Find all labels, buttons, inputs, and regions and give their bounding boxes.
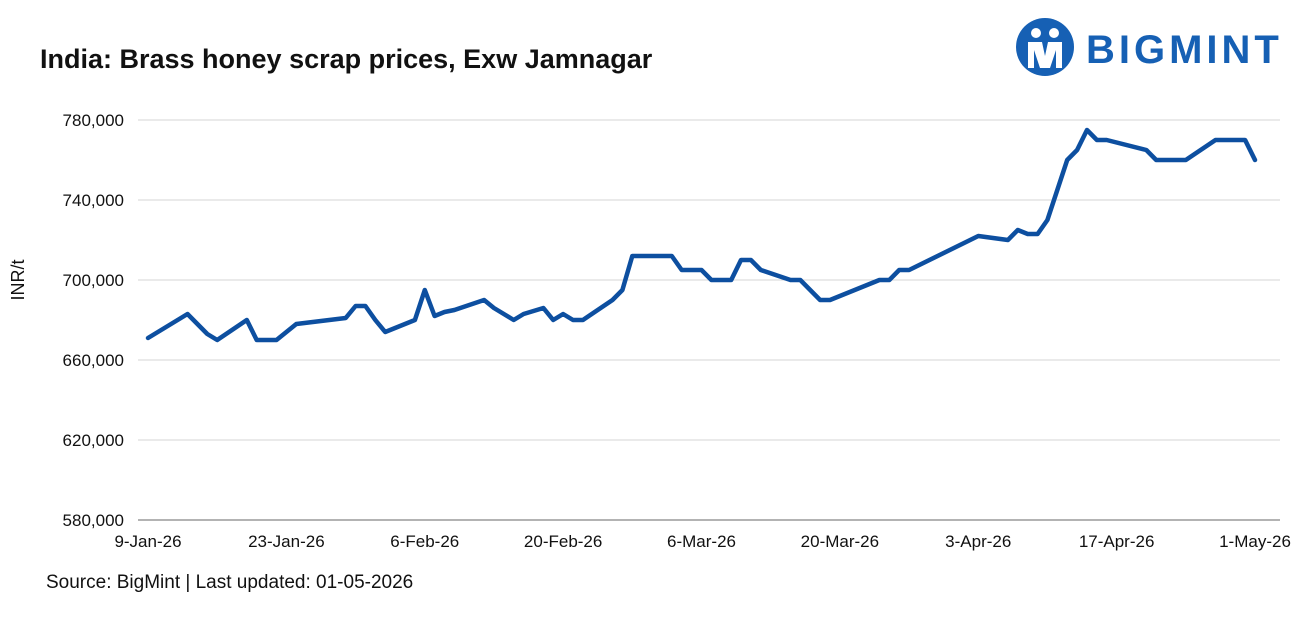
- y-tick-label: 780,000: [63, 111, 124, 130]
- grid-lines: [138, 119, 1280, 521]
- x-tick-label: 3-Apr-26: [945, 532, 1011, 551]
- bigmint-logo: BIGMINT: [1014, 16, 1296, 78]
- bigmint-logo-icon: [1016, 18, 1074, 76]
- x-tick-label: 23-Jan-26: [248, 532, 325, 551]
- x-tick-label: 20-Mar-26: [801, 532, 879, 551]
- x-tick-label: 17-Apr-26: [1079, 532, 1155, 551]
- x-tick-label: 20-Feb-26: [524, 532, 602, 551]
- x-tick-label: 6-Mar-26: [667, 532, 736, 551]
- y-axis-label: INR/t: [8, 259, 28, 300]
- x-tick-label: 6-Feb-26: [390, 532, 459, 551]
- y-tick-label: 740,000: [63, 191, 124, 210]
- source-note: Source: BigMint | Last updated: 01-05-20…: [46, 572, 414, 593]
- y-tick-label: 580,000: [63, 511, 124, 530]
- x-tick-label: 1-May-26: [1219, 532, 1291, 551]
- bigmint-logo-text: BIGMINT: [1086, 28, 1283, 72]
- y-tick-label: 700,000: [63, 271, 124, 290]
- chart-title: India: Brass honey scrap prices, Exw Jam…: [40, 44, 653, 74]
- x-axis: 9-Jan-26 23-Jan-26 6-Feb-26 20-Feb-26 6-Mar-…: [114, 532, 1290, 551]
- series-line: [145, 127, 1258, 343]
- y-axis: 580,000 620,000 660,000 700,000 740,000 780,0…: [63, 111, 124, 530]
- y-tick-label: 660,000: [63, 351, 124, 370]
- x-tick-label: 9-Jan-26: [114, 532, 181, 551]
- y-tick-label: 620,000: [63, 431, 124, 450]
